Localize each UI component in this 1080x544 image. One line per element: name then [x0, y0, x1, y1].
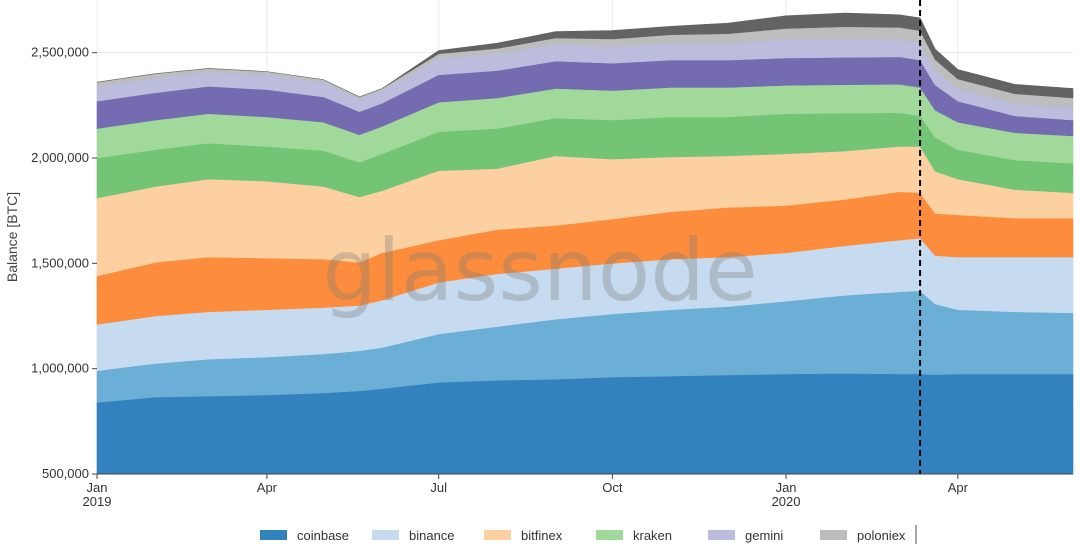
legend-swatch-kraken: [596, 530, 623, 540]
area-poloniex_2: [96, 12, 1074, 99]
x-tick-label: Apr: [257, 480, 278, 495]
x-tick-label: Apr: [948, 480, 969, 495]
legend-swatch-poloniex: [820, 530, 847, 540]
x-tick-year-label: 2019: [83, 494, 112, 509]
legend-label-gemini: gemini: [745, 528, 783, 543]
watermark: glassnode: [322, 221, 757, 321]
series-areas: [96, 12, 1074, 475]
legend-swatch-bitfinex: [484, 530, 511, 540]
legend-label-bitfinex: bitfinex: [521, 528, 563, 543]
x-tick-label: Jul: [430, 480, 447, 495]
legend-label-binance: binance: [409, 528, 455, 543]
legend-label-poloniex: poloniex: [857, 528, 906, 543]
x-tick-label: Jan: [87, 480, 108, 495]
legend-swatch-gemini: [708, 530, 735, 540]
y-tick-label: 2,000,000: [31, 150, 89, 165]
legend-swatch-binance: [372, 530, 399, 540]
y-axis-label: Balance [BTC]: [4, 192, 20, 282]
y-tick-label: 500,000: [42, 466, 89, 481]
y-tick-label: 1,500,000: [31, 255, 89, 270]
x-tick-label: Oct: [602, 480, 623, 495]
y-axis-ticks: 500,000 1,000,000 1,500,000 2,000,000 2,500,…: [31, 45, 97, 481]
y-tick-label: 2,500,000: [31, 45, 89, 60]
legend: coinbase binance bitfinex kraken gemini polon…: [260, 525, 917, 544]
y-tick-label: 1,000,000: [31, 361, 89, 376]
x-tick-year-label: 2020: [772, 494, 801, 509]
legend-label-kraken: kraken: [633, 528, 672, 543]
legend-label-coinbase: coinbase: [297, 528, 349, 543]
x-tick-label: Jan: [776, 480, 797, 495]
legend-swatch-coinbase: [260, 530, 287, 540]
